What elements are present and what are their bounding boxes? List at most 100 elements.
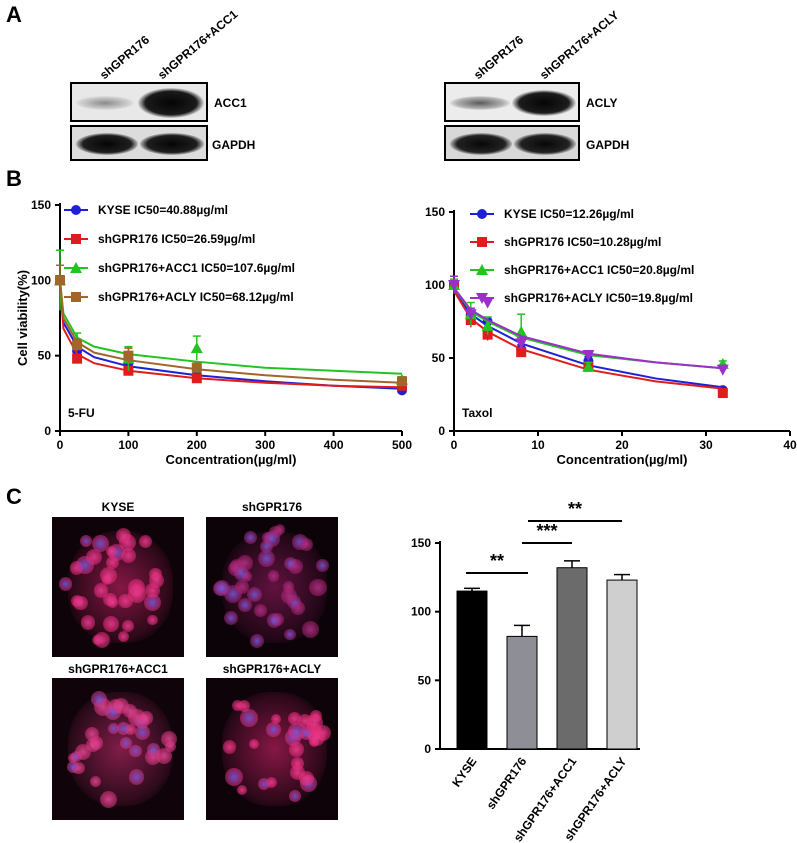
- chart1-xlabel: Concentration(µg/ml): [557, 452, 688, 467]
- chart1-series-3-point-3: [515, 338, 528, 350]
- chart1-legend-3-marker: [476, 293, 488, 304]
- cell: [233, 565, 250, 582]
- blot-left-acc1: [70, 82, 208, 122]
- cell: [67, 761, 80, 774]
- cell: [107, 723, 119, 735]
- cell: [244, 531, 257, 544]
- cell: [302, 621, 319, 638]
- bar-2: [556, 567, 588, 750]
- blot-right-row-2: GAPDH: [586, 138, 630, 152]
- chart0-series-3-point-1: [72, 340, 83, 351]
- cell: [316, 559, 329, 572]
- micrograph-shgpr176-acc1: [52, 678, 184, 820]
- cell: [118, 593, 134, 609]
- chart1-legend-2-label: shGPR176+ACC1 IC50=20.8µg/ml: [504, 263, 694, 277]
- chart0-xtick-label-5: 500: [392, 438, 412, 452]
- panel-letter-c: C: [6, 484, 22, 509]
- cell: [223, 740, 237, 754]
- chart0-series-2-point-3: [190, 342, 203, 354]
- cell: [284, 628, 296, 640]
- chart0-series-1-point-3: [191, 373, 202, 384]
- blot-left-row-2: GAPDH: [212, 138, 256, 152]
- cell: [91, 534, 110, 552]
- cell: [85, 737, 101, 753]
- cell: [270, 713, 281, 725]
- cell: [100, 567, 117, 585]
- cell: [119, 737, 132, 750]
- chart1-legend-3-label: shGPR176+ACLY IC50=19.8µg/ml: [504, 291, 693, 305]
- chart0-xtick-label-4: 400: [324, 438, 344, 452]
- cell: [254, 603, 268, 617]
- bar-0: [456, 590, 488, 750]
- bar-ytick-label-1: 50: [418, 673, 432, 687]
- cell: [235, 580, 250, 595]
- chart0-ytick-label-3: 150: [31, 198, 51, 212]
- blot-right-lane-2: shGPR176+ACLY: [537, 7, 622, 82]
- chart0-legend-1-label: shGPR176 IC50=26.59µg/ml: [98, 232, 255, 246]
- cell: [287, 711, 301, 725]
- cell: [90, 775, 102, 787]
- blot-right-acly: [444, 82, 580, 122]
- cell: [147, 614, 158, 626]
- cell: [299, 538, 313, 552]
- chart0-series-3-point-2: [123, 350, 134, 361]
- chart1-series-3-point-4: [582, 350, 595, 362]
- chart0-legend-2-marker: [70, 262, 82, 273]
- chart1-xtick-label-2: 20: [615, 438, 629, 452]
- chart1-series-1-point-3: [516, 347, 527, 358]
- cell: [116, 528, 131, 543]
- sig-label-0: **: [490, 551, 504, 571]
- chart0-series-3-point-4: [397, 376, 407, 387]
- bar-ytick-label-2: 100: [411, 605, 431, 619]
- cell: [267, 570, 279, 582]
- cell: [223, 611, 239, 626]
- cell: [139, 711, 154, 725]
- cell: [103, 615, 119, 632]
- chart0-xtick-label-1: 100: [118, 438, 138, 452]
- blot-right-row-1: ACLY: [586, 96, 618, 110]
- cell: [139, 534, 153, 549]
- cell: [289, 741, 305, 757]
- chart1-annotation: Taxol: [462, 406, 492, 420]
- cell: [266, 612, 282, 628]
- cell: [90, 690, 108, 707]
- blot-right-gapdh: [444, 125, 580, 161]
- cell: [266, 722, 281, 737]
- cell: [308, 578, 327, 597]
- cell: [128, 769, 145, 785]
- chart1-xtick-label-0: 0: [451, 438, 458, 452]
- sig-label-1: ***: [536, 521, 557, 541]
- chart1-series-2-point-4: [582, 360, 595, 372]
- micrograph-kyse: [52, 517, 184, 657]
- cell: [280, 588, 297, 605]
- panel-letter-a: A: [6, 2, 22, 27]
- chart0-series-3-point-3: [191, 362, 202, 373]
- cell: [284, 556, 298, 571]
- chart1-legend-1-label: shGPR176 IC50=10.28µg/ml: [504, 235, 661, 249]
- cell: [121, 547, 137, 563]
- cell: [299, 726, 313, 740]
- cell: [237, 597, 252, 613]
- cell: [129, 744, 142, 757]
- cell: [282, 581, 295, 593]
- chart1-xtick-label-1: 10: [531, 438, 545, 452]
- cell: [92, 634, 103, 646]
- cell: [106, 555, 120, 569]
- cell: [122, 703, 137, 718]
- cell: [290, 765, 306, 781]
- bar-ytick-label-3: 150: [411, 536, 431, 550]
- cell: [58, 577, 73, 591]
- chart1-xtick-label-3: 30: [699, 438, 713, 452]
- cell: [124, 724, 136, 736]
- chart1-series-3-point-1: [464, 309, 477, 321]
- chart1-ytick-label-1: 50: [432, 351, 446, 365]
- micrograph-title-1: KYSE: [101, 500, 135, 514]
- chart1-series-3-point-5: [716, 364, 729, 376]
- cell: [107, 597, 119, 609]
- chart1-series-2-point-2: [481, 319, 494, 331]
- chart-taxol: 0 50 100 150 0 10 20 30 40 Concentration(µg/ml) Ta…: [425, 205, 797, 467]
- micrograph-shgpr176-acly: [206, 678, 338, 820]
- sig-label-2: **: [568, 499, 582, 519]
- chart0-ytick-label-1: 50: [38, 349, 52, 363]
- chart0-xlabel: Concentration(µg/ml): [166, 452, 297, 467]
